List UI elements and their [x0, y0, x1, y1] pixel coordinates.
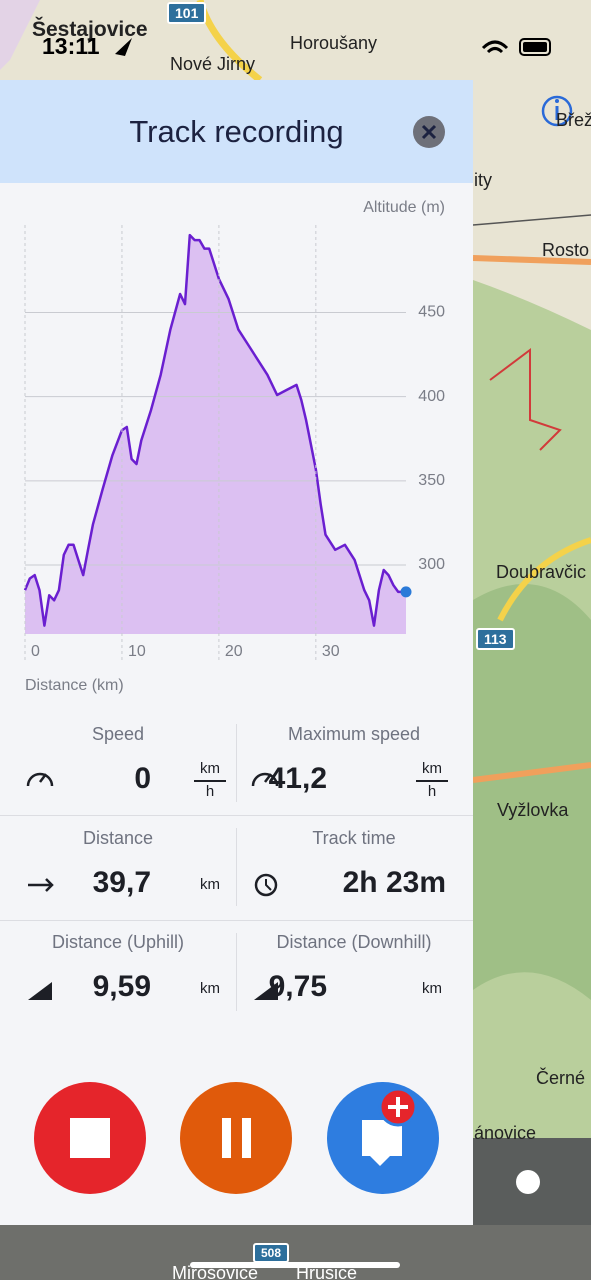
fraction-bar — [194, 780, 226, 782]
stat-value: 9,59 — [92, 970, 151, 1003]
stat-value: 41,2 — [268, 762, 327, 795]
x-axis-label: Distance (km) — [25, 677, 124, 694]
pause-button[interactable] — [180, 1082, 292, 1194]
map-label: Doubravčic — [496, 562, 587, 582]
x-tick-label: 0 — [31, 643, 40, 660]
road-number: 508 — [253, 1243, 290, 1263]
fraction-bar — [416, 780, 448, 782]
map-label: Černé — [536, 1068, 586, 1088]
unit-numerator: km — [200, 760, 220, 777]
close-button[interactable] — [413, 116, 445, 148]
map-label: ity — [474, 170, 492, 190]
divider — [0, 815, 473, 816]
map-label: Nové Jirny — [170, 54, 256, 74]
map-label: Vyžlovka — [497, 800, 569, 820]
stat-value: 39,7 — [92, 866, 151, 899]
x-tick-label: 30 — [322, 643, 340, 660]
stat-label: Speed — [91, 724, 145, 744]
y-tick-label: 350 — [418, 472, 445, 489]
track-panel: Track recording Altitude (m) Distance (km… — [0, 80, 473, 1225]
unit-denominator: h — [205, 783, 215, 800]
panel-header: Track recording — [0, 80, 473, 183]
stat-label: Distance (Downhill) — [276, 932, 432, 952]
stat-label: Track time — [312, 828, 396, 848]
map-label: Horoušany — [290, 33, 378, 53]
unit-denominator: h — [427, 783, 437, 800]
unit: km — [200, 876, 220, 893]
area-fill — [25, 235, 406, 634]
y-tick-label: 450 — [418, 304, 445, 321]
stop-button[interactable] — [34, 1082, 146, 1194]
map-label: Šestajovice — [32, 18, 148, 41]
divider — [0, 920, 473, 921]
unit: km — [200, 980, 220, 997]
divider — [236, 933, 237, 1011]
altitude-chart: Altitude (m) Distance (km) 300 350 400 450 0 10… — [23, 199, 445, 694]
controls — [34, 1082, 439, 1194]
unit-numerator: km — [422, 760, 442, 777]
x-tick-label: 10 — [128, 643, 146, 660]
map-label: Rosto — [542, 240, 590, 260]
unit: km — [422, 980, 442, 997]
map-label: Mirošovice — [172, 1263, 259, 1280]
map-label: Hrusice — [296, 1263, 358, 1280]
stat-icons — [26, 772, 279, 1000]
road-number: 101 — [167, 2, 207, 24]
stat-label: Maximum speed — [287, 724, 421, 744]
road-number: 113 — [476, 628, 515, 650]
status-time: 13:11 — [42, 33, 100, 59]
map-label: ánovice — [474, 1123, 537, 1143]
altitude-line — [23, 233, 406, 627]
divider — [236, 724, 237, 802]
y-tick-label: 300 — [418, 556, 445, 573]
divider — [236, 828, 237, 906]
y-tick-label: 400 — [418, 388, 445, 405]
stat-label: Distance (Uphill) — [51, 932, 185, 952]
x-tick-label: 20 — [225, 643, 243, 660]
add-waypoint-button[interactable] — [327, 1082, 439, 1194]
stat-value: 2h 23m — [342, 866, 446, 899]
current-position — [400, 586, 412, 598]
y-axis-label: Altitude (m) — [363, 199, 445, 216]
stat-value: 0 — [134, 762, 151, 795]
stat-value: 9,75 — [268, 970, 327, 1003]
map-label: Břež — [556, 110, 591, 130]
panel-title: Track recording — [129, 114, 344, 149]
stat-label: Distance — [82, 828, 154, 848]
